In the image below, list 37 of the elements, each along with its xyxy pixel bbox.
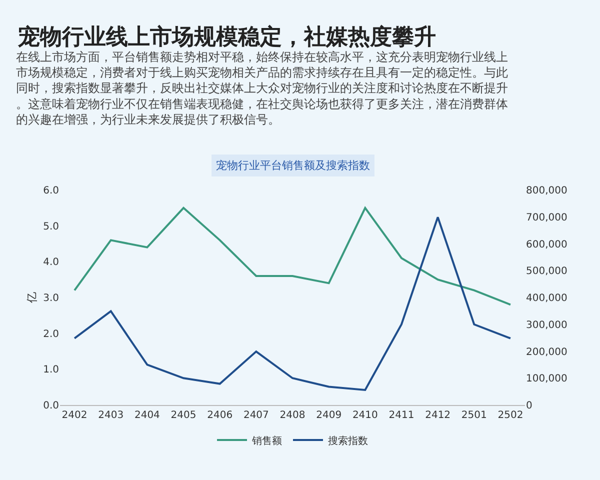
y2-tick-label: 500,000 bbox=[526, 266, 568, 278]
y-tick-label: 0.0 bbox=[43, 400, 59, 412]
x-tick-label: 2409 bbox=[316, 410, 342, 421]
y2-tick-label: 800,000 bbox=[526, 186, 568, 196]
y-tick-label: 3.0 bbox=[43, 293, 59, 304]
y-tick-label: 1.0 bbox=[43, 364, 59, 376]
line-series bbox=[74, 206, 512, 306]
x-tick-label: 2404 bbox=[134, 410, 160, 421]
chart-subtitle: 在线上市场方面，平台销售额走势相对平稳，始终保持在较高水平，这充分表明宠物行业线上市场规模稳定，消费者对于线上购买宠物相关产品的需求持续存在且具有一定的稳定性。与此同时，搜索指数显著攀升，反映出社交媒体上大众对宠物行业的关注度和讨论热度在不断提升。这意味着宠物行业不仅在销售端表现稳健，在社交舆论场也获得了更多关注，潜在消费群体的兴趣在增强，为行业未来发展提供了积极信号。 bbox=[16, 50, 508, 126]
legend-label: 销售额 bbox=[251, 434, 282, 447]
x-tick-label: 2407 bbox=[243, 410, 269, 421]
y-tick-label: 4.0 bbox=[43, 257, 59, 268]
x-tick-label: 2501 bbox=[461, 410, 487, 421]
x-tick-label: 2405 bbox=[170, 410, 196, 421]
x-tick-label: 2411 bbox=[388, 410, 414, 421]
y-tick-label: 5.0 bbox=[43, 221, 59, 232]
y2-tick-label: 600,000 bbox=[526, 239, 568, 250]
line-series bbox=[74, 216, 512, 391]
y2-tick-label: 700,000 bbox=[526, 212, 568, 224]
text: 宠物行业平台销售额及搜索指数 bbox=[216, 159, 370, 172]
x-tick-label: 2412 bbox=[425, 410, 451, 421]
y2-tick-label: 200,000 bbox=[526, 346, 568, 358]
x-tick-label: 2403 bbox=[98, 410, 124, 421]
x-tick-label: 2402 bbox=[62, 410, 88, 421]
x-tick-label: 2502 bbox=[498, 410, 524, 421]
x-tick-label: 2408 bbox=[280, 410, 306, 421]
y2-tick-label: 100,000 bbox=[526, 374, 568, 385]
x-tick-label: 2406 bbox=[207, 410, 233, 421]
y-axis-title: 亿 bbox=[26, 292, 39, 304]
y2-tick-label: 300,000 bbox=[526, 320, 568, 331]
y-tick-label: 2.0 bbox=[43, 328, 59, 340]
y2-tick-label: 0 bbox=[526, 400, 532, 412]
x-tick-label: 2410 bbox=[352, 410, 378, 421]
legend-label: 搜索指数 bbox=[328, 434, 368, 447]
y2-tick-label: 400,000 bbox=[526, 293, 568, 304]
chart-title: 宠物行业线上市场规模稳定，社媒热度攀升 bbox=[17, 24, 436, 50]
y-tick-label: 6.0 bbox=[43, 186, 59, 196]
